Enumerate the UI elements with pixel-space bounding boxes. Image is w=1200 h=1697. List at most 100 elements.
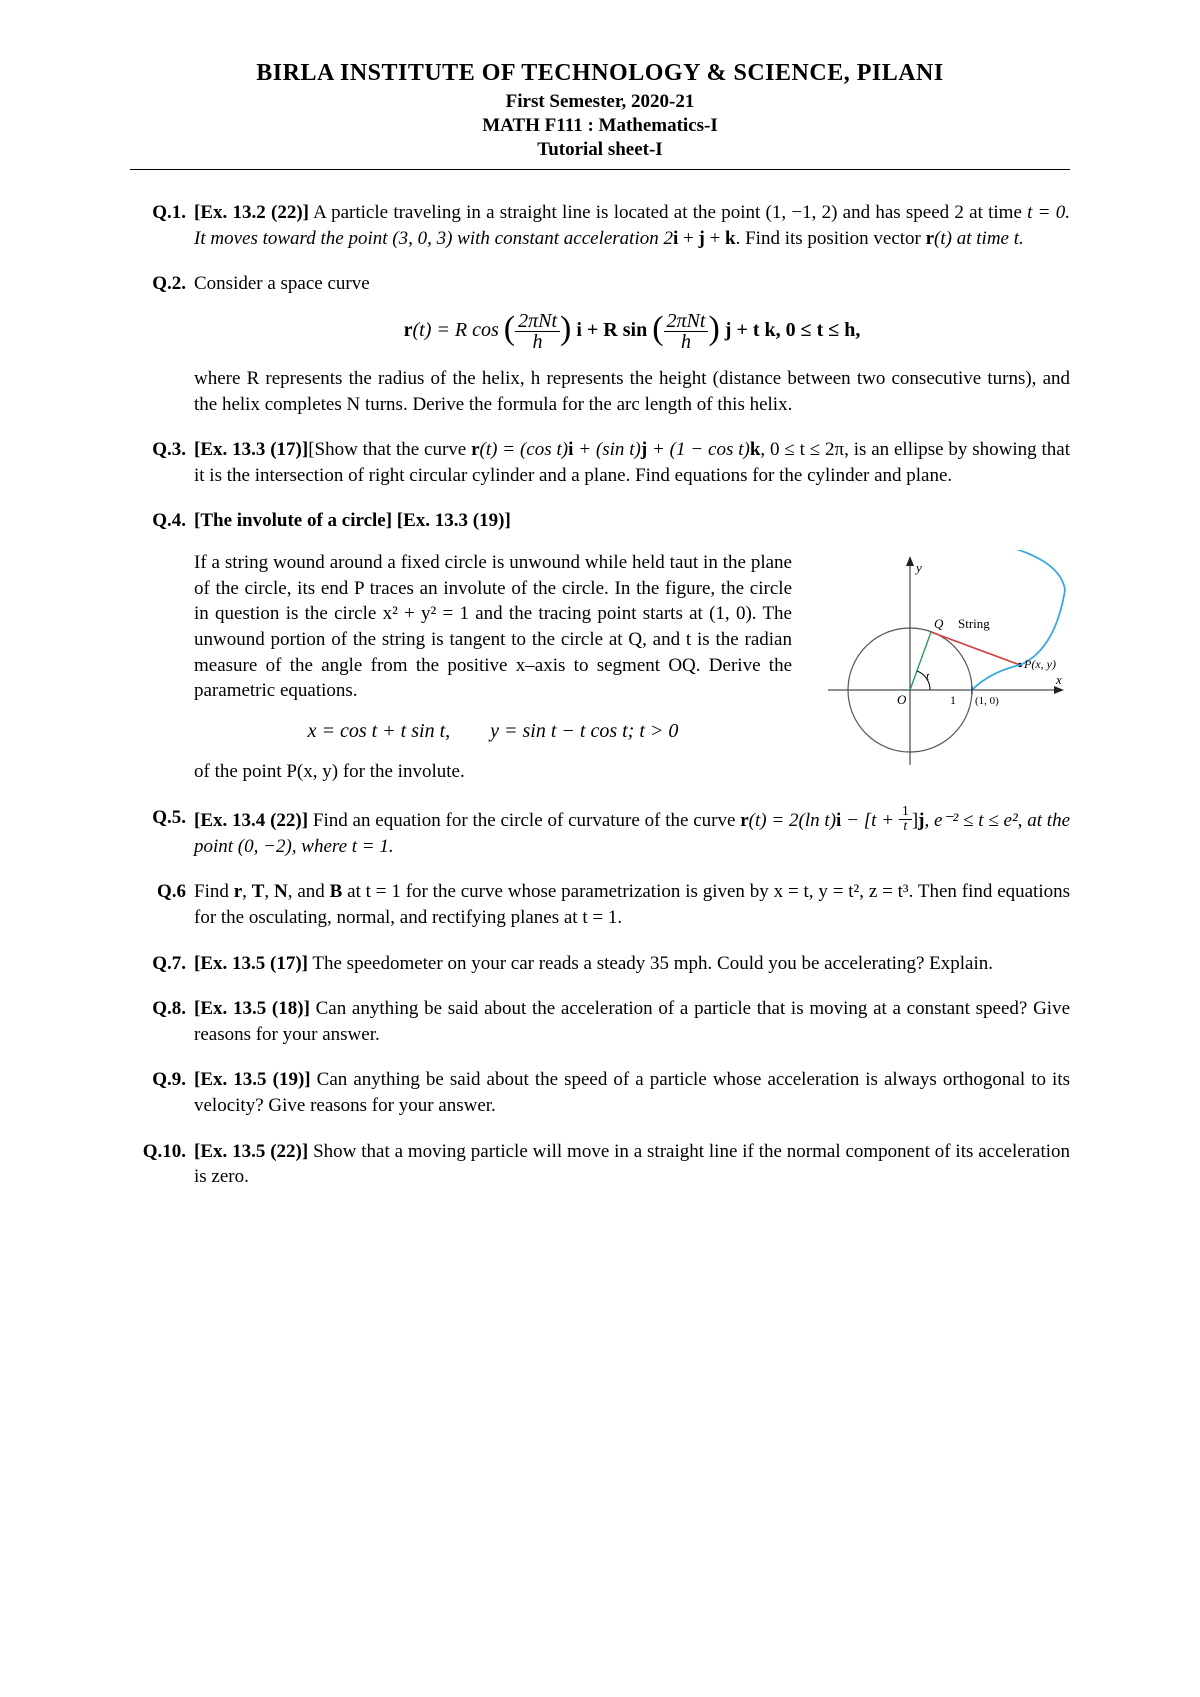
q3-text-b: (t) = (cos t) — [480, 439, 569, 460]
tangent-qp — [931, 632, 1020, 665]
q2-frac-1: 2πNth — [515, 311, 560, 352]
q6-text-a: Find — [194, 881, 234, 902]
q2-equation: r(t) = R cos (2πNth) i + R sin (2πNth) j… — [194, 311, 1070, 352]
rparen-2: ) — [708, 310, 719, 347]
rparen-1: ) — [560, 310, 571, 347]
question-8: Q.8. [Ex. 13.5 (18)] Can anything be sai… — [130, 996, 1070, 1047]
y-arrow-icon — [906, 556, 914, 566]
label-string: String — [958, 616, 990, 631]
q2-m3: j + t k, 0 ≤ t ≤ h, — [725, 319, 861, 341]
label-o: O — [897, 692, 907, 707]
q2-frac1-bot: h — [515, 331, 560, 352]
q10-text-a: Show that a moving particle will move in… — [194, 1141, 1070, 1188]
q6-number: Q.6 — [130, 879, 194, 930]
q1-text-d: . Find its position vector — [736, 228, 926, 249]
q3-text-d: + (1 − cos t) — [647, 439, 750, 460]
q3-text-a: [Show that the curve — [308, 439, 471, 460]
question-2: Q.2. Consider a space curve r(t) = R cos… — [130, 271, 1070, 417]
q1-text-a: A particle traveling in a straight line … — [309, 202, 1027, 223]
q2-frac2-top: 2πNt — [664, 311, 709, 331]
q7-ref: [Ex. 13.5 (17)] — [194, 953, 308, 974]
header: BIRLA INSTITUTE OF TECHNOLOGY & SCIENCE,… — [130, 60, 1070, 161]
q6-text-b: , and — [288, 881, 330, 902]
question-5: Q.5. [Ex. 13.4 (22)] Find an equation fo… — [130, 805, 1070, 860]
involute-svg: y x Q String P(x, y) O 1 (1, 0) t — [810, 550, 1070, 780]
q4-p2: of the point P(x, y) for the involute. — [194, 761, 465, 782]
q5-frac-top: 1 — [899, 805, 912, 819]
q5-r: r — [740, 810, 748, 831]
institute-title: BIRLA INSTITUTE OF TECHNOLOGY & SCIENCE,… — [130, 60, 1070, 87]
q2-body: Consider a space curve r(t) = R cos (2πN… — [194, 271, 1070, 417]
q4-text-col: If a string wound around a fixed circle … — [194, 550, 792, 784]
q1-text-c2: + — [705, 228, 725, 249]
q9-text-a: Can anything be said about the speed of … — [194, 1069, 1070, 1116]
q1-ref: [Ex. 13.2 (22)] — [194, 202, 309, 223]
lparen-2: ( — [652, 310, 663, 347]
label-onezero: (1, 0) — [975, 695, 999, 707]
q9-number: Q.9. — [130, 1067, 194, 1118]
q2-frac1-top: 2πNt — [515, 311, 560, 331]
label-p: P(x, y) — [1023, 657, 1056, 671]
q8-text-a: Can anything be said about the accelerat… — [194, 998, 1070, 1045]
q1-body: [Ex. 13.2 (22)] A particle traveling in … — [194, 200, 1070, 251]
question-6: Q.6 Find r, T, N, and B at t = 1 for the… — [130, 879, 1070, 930]
q2-r: r — [404, 319, 413, 341]
q5-frac: 1t — [899, 805, 912, 834]
label-one: 1 — [950, 693, 956, 707]
q4-row: If a string wound around a fixed circle … — [194, 550, 1070, 784]
q3-number: Q.3. — [130, 437, 194, 488]
vec-r: r — [926, 228, 934, 249]
q5-frac-bot: t — [899, 819, 912, 834]
question-9: Q.9. [Ex. 13.5 (19)] Can anything be sai… — [130, 1067, 1070, 1118]
q2-number: Q.2. — [130, 271, 194, 417]
vec-k: k — [725, 228, 736, 249]
question-10: Q.10. [Ex. 13.5 (22)] Show that a moving… — [130, 1139, 1070, 1190]
question-1: Q.1. [Ex. 13.2 (22)] A particle travelin… — [130, 200, 1070, 251]
q7-text-a: The speedometer on your car reads a stea… — [308, 953, 993, 974]
q4-equation: x = cos t + t sin t, y = sin t − t cos t… — [194, 718, 792, 745]
q3-body: [Ex. 13.3 (17)][Show that the curve r(t)… — [194, 437, 1070, 488]
q4-p1: If a string wound around a fixed circle … — [194, 552, 792, 701]
q10-body: [Ex. 13.5 (22)] Show that a moving parti… — [194, 1139, 1070, 1190]
q7-number: Q.7. — [130, 951, 194, 977]
question-7: Q.7. [Ex. 13.5 (17)] The speedometer on … — [130, 951, 1070, 977]
q3-k: k — [750, 439, 761, 460]
q2-text-a: Consider a space curve — [194, 273, 370, 294]
q8-number: Q.8. — [130, 996, 194, 1047]
q3-ref: [Ex. 13.3 (17)] — [194, 439, 308, 460]
q5-text-c: − [t + — [841, 810, 899, 831]
q4-figure: y x Q String P(x, y) O 1 (1, 0) t — [810, 550, 1070, 780]
q9-ref: [Ex. 13.5 (19)] — [194, 1069, 311, 1090]
question-3: Q.3. [Ex. 13.3 (17)][Show that the curve… — [130, 437, 1070, 488]
q5-text-b: (t) = 2(ln t) — [749, 810, 836, 831]
q6-bvec: B — [330, 881, 343, 902]
q3-r: r — [471, 439, 479, 460]
header-rule — [130, 169, 1070, 170]
label-x: x — [1055, 672, 1062, 687]
q2-m2: i + R sin — [576, 319, 647, 341]
q5-ref: [Ex. 13.4 (22)] — [194, 810, 308, 831]
q1-text-c: + — [678, 228, 698, 249]
q4-number: Q.4. — [130, 508, 194, 784]
q9-body: [Ex. 13.5 (19)] Can anything be said abo… — [194, 1067, 1070, 1118]
course: MATH F111 : Mathematics-I — [130, 115, 1070, 137]
q10-number: Q.10. — [130, 1139, 194, 1190]
q4-body: [The involute of a circle] [Ex. 13.3 (19… — [194, 508, 1070, 784]
x-arrow-icon — [1054, 686, 1064, 694]
q6-t: T — [252, 881, 265, 902]
q2-text-b: where R represents the radius of the hel… — [194, 368, 1070, 415]
question-4: Q.4. [The involute of a circle] [Ex. 13.… — [130, 508, 1070, 784]
q2-frac2-bot: h — [664, 331, 709, 352]
questions-list: Q.1. [Ex. 13.2 (22)] A particle travelin… — [130, 200, 1070, 1190]
label-t: t — [926, 669, 930, 683]
q7-body: [Ex. 13.5 (17)] The speedometer on your … — [194, 951, 1070, 977]
sheet-title: Tutorial sheet-I — [130, 139, 1070, 161]
semester: First Semester, 2020-21 — [130, 91, 1070, 113]
q8-ref: [Ex. 13.5 (18)] — [194, 998, 310, 1019]
q1-text-e: (t) at time t. — [934, 228, 1024, 249]
q5-text-a: Find an equation for the circle of curva… — [308, 810, 740, 831]
q6-r: r — [234, 881, 242, 902]
lparen-1: ( — [504, 310, 515, 347]
q5-number: Q.5. — [130, 805, 194, 860]
q1-number: Q.1. — [130, 200, 194, 251]
